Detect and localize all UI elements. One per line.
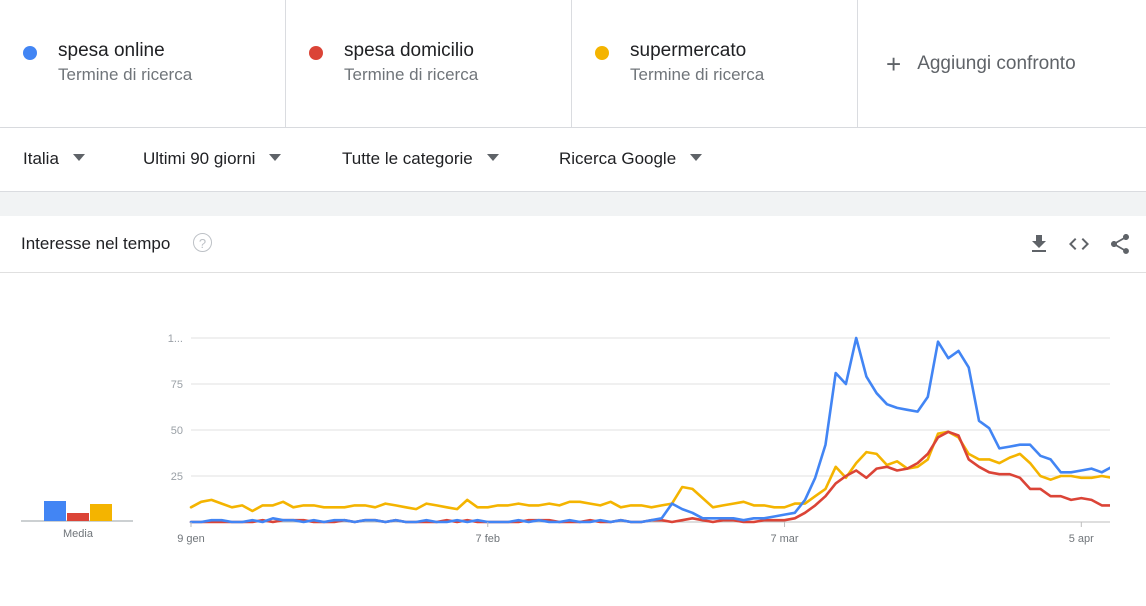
card-title: Interesse nel tempo [21, 234, 171, 253]
embed-icon[interactable] [1067, 232, 1091, 256]
average-bar-1 [44, 501, 66, 521]
term-1-type: Termine di ricerca [58, 65, 193, 84]
y-tick-label: 50 [171, 425, 183, 437]
term-2-name: spesa domicilio [344, 40, 474, 61]
property-dropdown[interactable]: Ricerca Google [559, 149, 703, 169]
period-dropdown[interactable]: Ultimi 90 giorni [143, 149, 282, 169]
category-dropdown[interactable]: Tutte le categorie [342, 149, 499, 169]
question-icon[interactable]: ? [193, 233, 212, 252]
average-bar-3 [90, 504, 112, 521]
term-1-color-dot [23, 46, 37, 60]
card-header: Interesse nel tempo ? [0, 216, 1146, 273]
term-card-3[interactable]: supermercato Termine di ricerca [572, 0, 858, 127]
property-label: Ricerca Google [559, 149, 677, 168]
add-compare-button[interactable]: + Aggiungi confronto [858, 0, 1146, 127]
add-compare-label: Aggiungi confronto [917, 52, 1076, 74]
region-dropdown[interactable]: Italia [23, 149, 85, 169]
interest-over-time-card: Interesse nel tempo ? Media 1... 75 50 25 9… [0, 216, 1146, 606]
caret-down-icon [72, 154, 85, 162]
term-1-name: spesa online [58, 40, 165, 61]
plus-icon: + [886, 48, 902, 79]
download-icon[interactable] [1027, 232, 1051, 256]
share-icon[interactable] [1108, 232, 1132, 256]
series-line-1 [189, 336, 1110, 524]
caret-down-icon [690, 154, 703, 162]
y-tick-label: 1... [168, 333, 183, 345]
term-card-2[interactable]: spesa domicilio Termine di ricerca [286, 0, 572, 127]
term-cards: spesa online Termine di ricerca spesa do… [0, 0, 1146, 128]
term-3-type: Termine di ricerca [630, 65, 765, 84]
term-3-color-dot [595, 46, 609, 60]
x-tick-label: 5 apr [1069, 533, 1094, 545]
term-card-1[interactable]: spesa online Termine di ricerca [0, 0, 286, 127]
period-label: Ultimi 90 giorni [143, 149, 256, 168]
term-2-type: Termine di ricerca [344, 65, 479, 84]
average-bar-chart: Media [21, 501, 133, 540]
term-3-name: supermercato [630, 40, 747, 61]
series-line-3 [189, 430, 1110, 513]
region-label: Italia [23, 149, 59, 168]
caret-down-icon [486, 154, 499, 162]
interest-line-chart: 1... 75 50 25 9 gen 7 feb 7 mar 5 apr [168, 333, 1110, 545]
y-tick-label: 75 [171, 379, 183, 391]
x-tick-label: 7 feb [476, 533, 500, 545]
term-2-color-dot [309, 46, 323, 60]
x-tick-label: 7 mar [770, 533, 798, 545]
x-tick-label: 9 gen [177, 533, 205, 545]
caret-down-icon [269, 154, 282, 162]
filter-bar: Italia Ultimi 90 giorni Tutte le categor… [0, 128, 1146, 192]
average-bar-2 [67, 513, 89, 521]
category-label: Tutte le categorie [342, 149, 473, 168]
section-gap [0, 192, 1146, 216]
average-label: Media [63, 528, 94, 540]
y-tick-label: 25 [171, 471, 183, 483]
